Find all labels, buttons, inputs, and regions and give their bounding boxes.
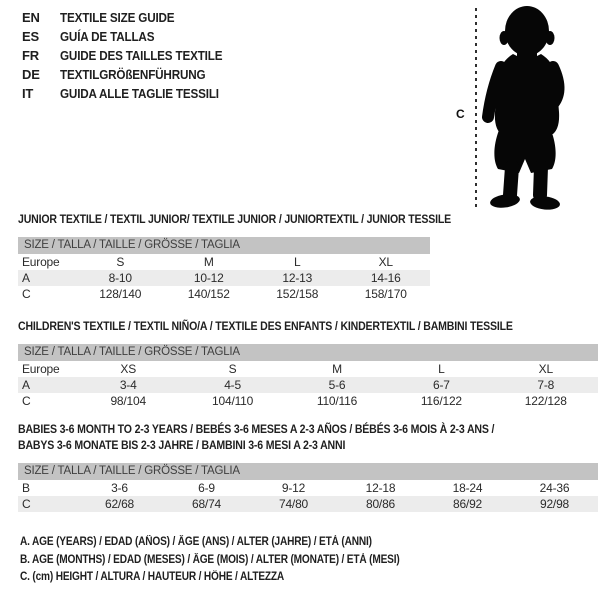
size-cell: 128/140 [99, 287, 142, 301]
size-cell: S [228, 362, 237, 376]
size-cell: L [438, 362, 445, 376]
language-title: GUIDE DES TAILLES TEXTILE [60, 48, 223, 63]
language-title: GUÍA DE TALLAS [60, 29, 155, 44]
size-cell: 98/104 [110, 394, 146, 408]
section-babies: BABIES 3-6 MONTH TO 2-3 YEARS / BEBÉS 3-… [18, 421, 598, 512]
section-title-block: JUNIOR TEXTILE / TEXTIL JUNIOR/ TEXTILE … [18, 211, 451, 227]
language-item: ES GUÍA DE TALLAS [22, 27, 240, 46]
size-table-header: SIZE / TALLA / TAILLE / GRÖSSE / TAGLIA [18, 463, 598, 480]
baby-silhouette-icon [482, 6, 565, 210]
table-row: B 3-6 6-9 9-12 12-18 18-24 24-36 [18, 480, 598, 496]
size-cell: 6-7 [389, 377, 494, 393]
footnote-list: A. AGE (YEARS) / EDAD (AÑOS) / ÂGE (ANS)… [20, 534, 451, 587]
row-label: C [22, 394, 31, 408]
size-cell: 68/74 [163, 496, 250, 512]
section-title: BABYS 3-6 MONATE BIS 2-3 JAHRE / BAMBINI… [18, 438, 346, 452]
section-children: CHILDREN'S TEXTILE / TEXTIL NIÑO/A / TEX… [18, 318, 598, 409]
row-label: A [18, 270, 76, 286]
section-junior: JUNIOR TEXTILE / TEXTIL JUNIOR/ TEXTILE … [18, 211, 451, 302]
size-cell: XL [378, 255, 393, 269]
size-table-header: SIZE / TALLA / TAILLE / GRÖSSE / TAGLIA [18, 237, 430, 254]
language-code: EN [22, 10, 40, 25]
language-item: IT GUIDA ALLE TAGLIE TESSILI [22, 84, 240, 103]
language-item: DE TEXTILGRÖßENFÜHRUNG [22, 65, 240, 84]
row-label: B [22, 481, 30, 495]
size-cell: 3-4 [76, 377, 181, 393]
row-label: A [18, 377, 76, 393]
language-item: FR GUIDE DES TAILLES TEXTILE [22, 46, 240, 65]
footnote: C. (cm) HEIGHT / ALTURA / HAUTEUR / HÖHE… [20, 571, 285, 583]
size-cell: 18-24 [452, 481, 483, 495]
row-label: C [18, 496, 76, 512]
figure-svg: C [456, 6, 565, 210]
size-table: B 3-6 6-9 9-12 12-18 18-24 24-36 C 62/68 68/74 74/… [18, 480, 598, 512]
row-label: C [22, 287, 31, 301]
size-cell: L [294, 255, 301, 269]
row-label: Europe [22, 255, 60, 269]
table-row: Europe S M L XL [18, 254, 430, 270]
table-row: A 3-4 4-5 5-6 6-7 7-8 [18, 377, 598, 393]
size-cell: 158/170 [364, 287, 407, 301]
table-row: C 98/104 104/110 110/116 116/122 122/128 [18, 393, 598, 409]
size-figure: C [450, 4, 595, 214]
size-cell: 7-8 [493, 377, 598, 393]
table-row: C 62/68 68/74 74/80 80/86 86/92 92/98 [18, 496, 598, 512]
size-cell: 86/92 [424, 496, 511, 512]
language-code: DE [22, 67, 40, 82]
size-cell: 116/122 [420, 394, 462, 408]
footnote: A. AGE (YEARS) / EDAD (AÑOS) / ÂGE (ANS)… [20, 536, 372, 548]
language-title: TEXTILGRÖßENFÜHRUNG [60, 67, 206, 82]
row-label: Europe [22, 362, 60, 376]
size-cell: M [203, 255, 214, 269]
size-cell: 3-6 [111, 481, 128, 495]
size-cell: 140/152 [187, 287, 230, 301]
size-cell: 152/158 [276, 287, 319, 301]
size-cell: 80/86 [337, 496, 424, 512]
size-cell: M [332, 362, 342, 376]
language-code: FR [22, 48, 39, 63]
size-cell: XL [538, 362, 553, 376]
size-cell: 62/68 [76, 496, 163, 512]
size-cell: 92/98 [511, 496, 598, 512]
size-cell: XS [120, 362, 136, 376]
section-title-block: BABIES 3-6 MONTH TO 2-3 YEARS / BEBÉS 3-… [18, 421, 598, 453]
table-row: Europe XS S M L XL [18, 361, 598, 377]
height-label: C [456, 107, 465, 121]
language-code: IT [22, 86, 34, 101]
section-title: BABIES 3-6 MONTH TO 2-3 YEARS / BEBÉS 3-… [18, 422, 495, 436]
size-cell: 24-36 [539, 481, 570, 495]
size-cell: 5-6 [284, 377, 390, 393]
size-cell: 8-10 [76, 270, 165, 286]
table-row: A 8-10 10-12 12-13 14-16 [18, 270, 430, 286]
section-title: JUNIOR TEXTILE / TEXTIL JUNIOR/ TEXTILE … [18, 212, 451, 226]
size-cell: 6-9 [198, 481, 215, 495]
footnote: B. AGE (MONTHS) / EDAD (MESES) / ÂGE (MO… [20, 553, 400, 566]
size-cell: 10-12 [164, 270, 253, 286]
size-cell: 74/80 [250, 496, 337, 512]
language-code: ES [22, 29, 39, 44]
size-cell: 104/110 [212, 394, 254, 408]
size-cell: 12-18 [365, 481, 396, 495]
table-row: C 128/140 140/152 152/158 158/170 [18, 286, 430, 302]
size-cell: 14-16 [341, 270, 430, 286]
section-title: CHILDREN'S TEXTILE / TEXTIL NIÑO/A / TEX… [18, 319, 513, 333]
section-title-block: CHILDREN'S TEXTILE / TEXTIL NIÑO/A / TEX… [18, 318, 598, 334]
size-table: Europe S M L XL A 8-10 10-12 12-13 14-16 C 128/140 1… [18, 254, 430, 302]
language-title: GUIDA ALLE TAGLIE TESSILI [60, 86, 219, 101]
size-cell: 122/128 [524, 394, 567, 408]
language-list: EN TEXTILE SIZE GUIDE ES GUÍA DE TALLAS FR GU… [22, 8, 240, 103]
language-item: EN TEXTILE SIZE GUIDE [22, 8, 240, 27]
size-cell: 110/116 [316, 394, 358, 408]
size-cell: 9-12 [281, 481, 306, 495]
size-table-header: SIZE / TALLA / TAILLE / GRÖSSE / TAGLIA [18, 344, 598, 361]
size-cell: 4-5 [180, 377, 285, 393]
size-cell: S [116, 255, 125, 269]
size-cell: 12-13 [253, 270, 342, 286]
language-title: TEXTILE SIZE GUIDE [60, 10, 175, 25]
size-table: Europe XS S M L XL A 3-4 4-5 5-6 6-7 7-8 C 98/104 104/… [18, 361, 598, 409]
